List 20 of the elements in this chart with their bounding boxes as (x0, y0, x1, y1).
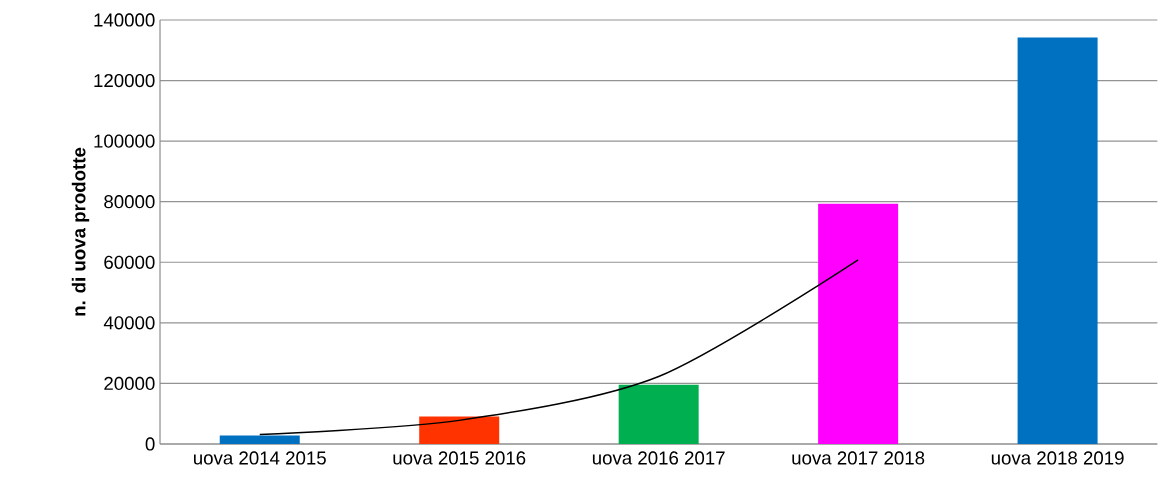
y-tick-label: 120000 (94, 73, 155, 88)
bar (219, 435, 300, 444)
y-tick-label: 40000 (103, 316, 155, 330)
x-tick-label: uova 2016 2017 (592, 451, 725, 465)
bar (618, 384, 699, 444)
line-series (259, 259, 859, 436)
y-tick-label: 100000 (94, 134, 155, 148)
x-tick-label: uova 2015 2016 (393, 451, 526, 465)
y-tick-label: 80000 (104, 195, 155, 209)
x-tick-label: uova 2018 2019 (991, 451, 1124, 465)
bar (419, 416, 500, 444)
y-tick-label: 0 (145, 437, 155, 451)
x-tick-label: uova 2014 2015 (194, 451, 326, 465)
bar (1017, 37, 1098, 444)
y-tick-label: 140000 (94, 13, 155, 27)
x-tick-label: uova 2017 2018 (792, 451, 925, 465)
bar (818, 203, 899, 444)
y-axis-title: n. di uova prodotte (71, 147, 90, 316)
y-tick-label: 60000 (104, 255, 155, 269)
y-tick-label: 20000 (104, 376, 155, 391)
